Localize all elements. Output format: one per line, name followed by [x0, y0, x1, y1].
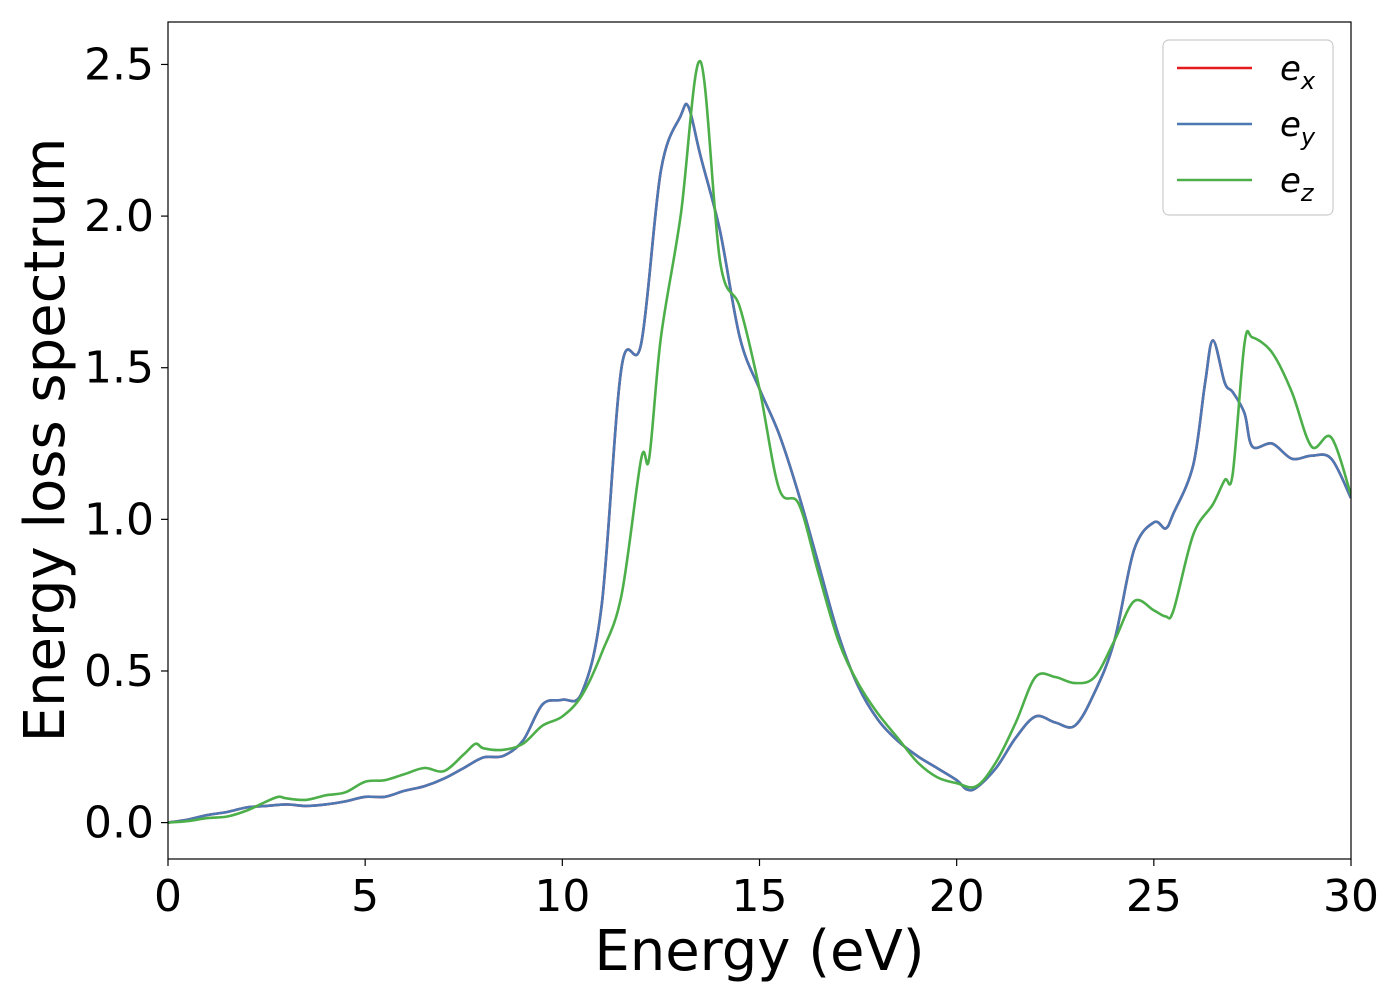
- x-tick-label: 20: [929, 871, 985, 922]
- series-line-e-z: [168, 60, 1351, 824]
- series-line-e-y: [168, 102, 1351, 824]
- x-axis: 0 5 10 15 20 25 30: [154, 859, 1379, 922]
- y-tick-label: 0.0: [84, 798, 154, 849]
- x-axis-title: Energy (eV): [594, 919, 924, 984]
- y-axis-title: Energy loss spectrum: [13, 138, 78, 743]
- legend-label-e-y: ey: [1280, 105, 1316, 151]
- legend-label-main: e: [1280, 161, 1301, 201]
- legend-label-subscript: y: [1300, 123, 1316, 151]
- legend-label-e-x: ex: [1280, 49, 1316, 95]
- x-tick-label: 25: [1126, 871, 1182, 922]
- y-tick-label: 2.5: [84, 39, 154, 90]
- y-axis: 0.0 0.5 1.0 1.5 2.0 2.5: [84, 39, 168, 849]
- legend-label-e-z: ez: [1280, 161, 1315, 207]
- x-tick-label: 30: [1323, 871, 1379, 922]
- x-tick-label: 0: [154, 871, 182, 922]
- series-layer: [168, 60, 1351, 824]
- legend-label-subscript: z: [1300, 179, 1315, 207]
- y-tick-label: 0.5: [84, 646, 154, 697]
- x-tick-label: 5: [351, 871, 379, 922]
- legend-label-main: e: [1280, 105, 1301, 145]
- x-tick-label: 10: [534, 871, 590, 922]
- legend-label-main: e: [1280, 49, 1301, 89]
- x-tick-label: 15: [732, 871, 788, 922]
- legend-box: [1162, 39, 1334, 216]
- legend-label-subscript: x: [1300, 67, 1316, 95]
- y-tick-label: 2.0: [84, 191, 154, 242]
- y-tick-label: 1.0: [84, 494, 154, 545]
- y-tick-label: 1.5: [84, 343, 154, 394]
